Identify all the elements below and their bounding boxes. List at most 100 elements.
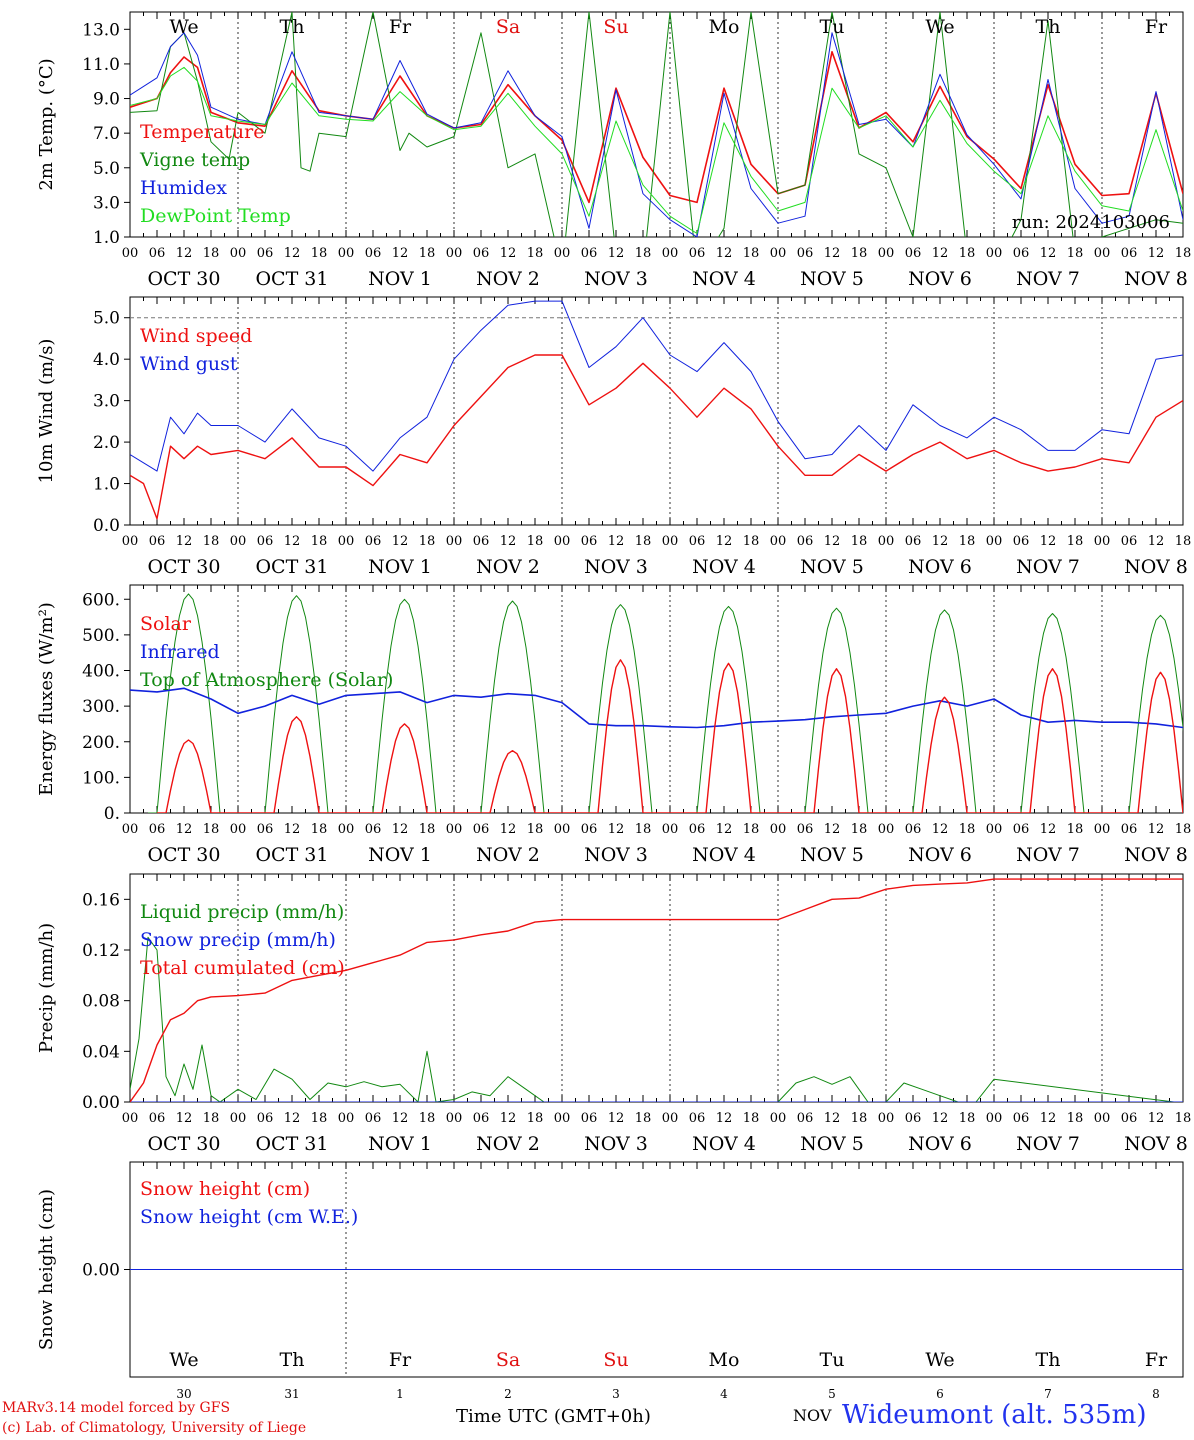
panel4-hour-label: 06	[149, 1111, 166, 1126]
panel1-legend-entry: Vigne temp	[139, 149, 250, 171]
panel3-date-label: NOV 8	[1124, 844, 1188, 866]
panel3-hour-label: 00	[986, 822, 1003, 837]
panel3-hour-label: 00	[1094, 822, 1111, 837]
panel3-date-label: OCT 30	[147, 844, 220, 866]
panel1-hour-label: 06	[1013, 246, 1030, 261]
top-day-label: Fr	[1145, 16, 1168, 38]
panel1-hour-label: 00	[338, 246, 355, 261]
bottom-date-label: 31	[284, 1387, 299, 1401]
panel4-legend-entry: Liquid precip (mm/h)	[140, 901, 344, 923]
panel2-hour-label: 06	[689, 534, 706, 549]
panel2-ytick-label: 1.0	[93, 475, 120, 495]
top-day-label: Tu	[820, 16, 845, 38]
panel4-hour-label: 12	[500, 1111, 517, 1126]
panel1-hour-label: 00	[662, 246, 679, 261]
panel1-hour-label: 12	[392, 246, 409, 261]
panel2-hour-label: 00	[662, 534, 679, 549]
panel3-ytick-label: 0.	[104, 804, 120, 824]
panel1-ytick-label: 1.0	[93, 228, 120, 248]
panel2-hour-label: 00	[770, 534, 787, 549]
bottom-date-label: 1	[396, 1387, 404, 1401]
panel3-hour-label: 06	[797, 822, 814, 837]
panel2-hour-label: 00	[446, 534, 463, 549]
panel1-hour-label: 12	[1148, 246, 1165, 261]
panel3-ytick-label: 500.	[82, 626, 120, 646]
panel2-ytick-label: 4.0	[93, 350, 120, 370]
panel3-hour-label: 00	[122, 822, 139, 837]
panel2-hour-label: 18	[743, 534, 760, 549]
panel1-hour-label: 18	[743, 246, 760, 261]
panel3-hour-label: 00	[230, 822, 247, 837]
panel3-hour-label: 06	[473, 822, 490, 837]
panel1-hour-label: 00	[770, 246, 787, 261]
top-day-label: Th	[280, 16, 305, 38]
panel1-hour-label: 00	[122, 246, 139, 261]
panel4-hour-label: 18	[1175, 1111, 1192, 1126]
panel1-legend-entry: Humidex	[140, 177, 227, 199]
panel2-hour-label: 12	[500, 534, 517, 549]
bottom-day-label: Th	[1036, 1349, 1061, 1371]
panel2-hour-label: 12	[1148, 534, 1165, 549]
bottom-date-label: 4	[720, 1387, 728, 1401]
top-day-label: We	[169, 16, 198, 38]
footer-station: Wideumont (alt. 535m)	[842, 1400, 1147, 1430]
panel2-hour-label: 12	[608, 534, 625, 549]
panel3-legend-entry: Solar	[140, 613, 192, 635]
panel4-hour-label: 06	[1121, 1111, 1138, 1126]
panel2-hour-label: 06	[797, 534, 814, 549]
panel2-ytick-label: 2.0	[93, 433, 120, 453]
panel3-date-label: NOV 7	[1016, 844, 1080, 866]
panel3-hour-label: 18	[851, 822, 868, 837]
panel4-hour-label: 12	[1148, 1111, 1165, 1126]
panel1-date-label: NOV 8	[1124, 268, 1188, 290]
panel2-ytick-label: 0.0	[93, 516, 120, 536]
panel4-date-label: NOV 3	[584, 1133, 648, 1155]
panel1-hour-label: 06	[149, 246, 166, 261]
bottom-day-label: Fr	[1145, 1349, 1168, 1371]
panel2-date-label: NOV 5	[800, 556, 864, 578]
panel3-hour-label: 18	[419, 822, 436, 837]
panel3-date-label: NOV 3	[584, 844, 648, 866]
panel2-date-label: NOV 8	[1124, 556, 1188, 578]
panel3-ylabel: Energy fluxes (W/m²)	[36, 602, 57, 796]
panel4-date-label: NOV 5	[800, 1133, 864, 1155]
panel4-hour-label: 18	[851, 1111, 868, 1126]
panel1-hour-label: 06	[905, 246, 922, 261]
panel4-hour-label: 18	[635, 1111, 652, 1126]
panel2-hour-label: 18	[203, 534, 220, 549]
panel3-hour-label: 00	[446, 822, 463, 837]
panel2-hour-label: 18	[311, 534, 328, 549]
panel3-date-label: NOV 1	[368, 844, 432, 866]
bottom-day-label: Su	[603, 1349, 628, 1371]
panel4-hour-label: 12	[932, 1111, 949, 1126]
panel1-hour-label: 12	[824, 246, 841, 261]
panel4-hour-label: 18	[1067, 1111, 1084, 1126]
panel4-series-total-cumulated-cm	[130, 878, 1183, 1102]
panel2-hour-label: 18	[959, 534, 976, 549]
panel4-date-label: NOV 6	[908, 1133, 972, 1155]
panel3-date-label: NOV 6	[908, 844, 972, 866]
panel2-series-wind-speed	[130, 354, 1183, 520]
panel4-hour-label: 12	[176, 1111, 193, 1126]
panel1-hour-label: 00	[1094, 246, 1111, 261]
panel2-hour-label: 12	[1040, 534, 1057, 549]
panel4-ytick-label: 0.12	[82, 941, 120, 961]
bottom-day-label: Tu	[820, 1349, 845, 1371]
panel4-hour-label: 12	[608, 1111, 625, 1126]
panel3-ytick-label: 300.	[82, 697, 120, 717]
panel4-date-label: NOV 8	[1124, 1133, 1188, 1155]
panel5-ylabel: Snow height (cm)	[36, 1189, 57, 1350]
panel2-hour-label: 00	[230, 534, 247, 549]
panel3-hour-label: 06	[1121, 822, 1138, 837]
panel4-hour-label: 18	[743, 1111, 760, 1126]
panel1-hour-label: 12	[932, 246, 949, 261]
panel2-hour-label: 18	[635, 534, 652, 549]
panel1-ylabel: 2m Temp. (°C)	[36, 58, 57, 190]
panel2-hour-label: 12	[284, 534, 301, 549]
panel4-ylabel: Precip (mm/h)	[36, 923, 57, 1053]
panel1-date-label: NOV 2	[476, 268, 540, 290]
panel1-date-label: NOV 6	[908, 268, 972, 290]
panel4-hour-label: 12	[392, 1111, 409, 1126]
panel2-legend-entry: Wind gust	[140, 353, 238, 375]
